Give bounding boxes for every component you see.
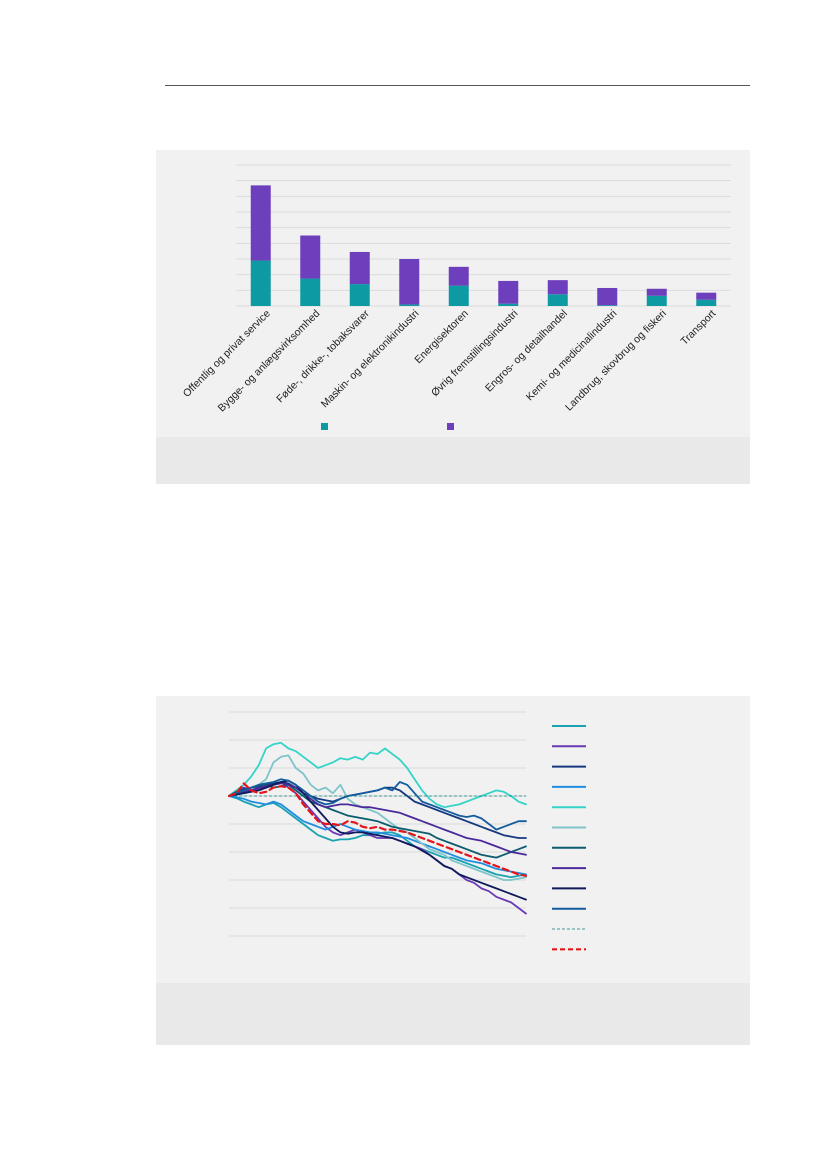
bar-purple-0: [250, 185, 271, 261]
bar-teal-4: [448, 285, 469, 306]
series-line-3: [228, 795, 527, 876]
series-line-11: [227, 782, 528, 877]
x-tick-label: Engros- og detailhandel: [483, 308, 570, 395]
series-line-0: [228, 795, 527, 879]
bar-purple-1: [300, 235, 321, 279]
series-line-4: [228, 741, 527, 809]
bar-purple-3: [399, 259, 420, 305]
bar-purple-7: [597, 287, 618, 306]
bar-teal-8: [646, 295, 667, 306]
bar-purple-8: [646, 288, 667, 296]
bar-purple-5: [498, 280, 519, 304]
bar-chart-note: [156, 437, 750, 484]
x-tick-label: Øvrig fremstillingsindustri: [429, 308, 520, 399]
header-rule: [165, 85, 750, 86]
bar-teal-5: [498, 303, 519, 306]
bar-purple-4: [448, 266, 469, 286]
x-tick-label: Kemi- og medicinalindustri: [524, 308, 620, 404]
bar-purple-2: [349, 251, 370, 285]
bar-teal-3: [399, 304, 420, 306]
x-tick-label: Maskin- og elektronikindustri: [319, 308, 422, 411]
series-line-8: [228, 779, 527, 901]
bar-chart-panel: Offentlig og privat service Bygge- og anl…: [156, 150, 750, 484]
x-tick-label: Føde-, drikke-, tobaksvarer: [274, 307, 372, 405]
legend-swatch-teal: [321, 423, 328, 430]
legend-swatch-purple: [447, 423, 454, 430]
x-tick-label: Landbrug, skovbrug og fiskeri: [563, 308, 669, 414]
bar-teal-1: [300, 278, 321, 306]
line-chart-panel: [156, 696, 750, 1045]
bar-purple-9: [696, 292, 717, 300]
line-gridlines: [229, 711, 526, 937]
series-line-5: [228, 754, 527, 881]
x-tick-label: Bygge- og anlægsvirksomhed: [216, 308, 323, 415]
bar-purple-6: [547, 280, 568, 295]
line-chart: [227, 711, 586, 951]
bar-teal-6: [547, 294, 568, 306]
line-chart-note: [156, 983, 750, 1045]
bar-teal-2: [349, 284, 370, 306]
x-tick-label: Transport: [678, 308, 718, 348]
series-line-9: [228, 778, 527, 831]
bar-teal-9: [696, 299, 717, 306]
x-tick-label: Offentlig og privat service: [181, 308, 273, 400]
bar-teal-7: [597, 305, 618, 306]
bar-teal-0: [250, 260, 271, 306]
